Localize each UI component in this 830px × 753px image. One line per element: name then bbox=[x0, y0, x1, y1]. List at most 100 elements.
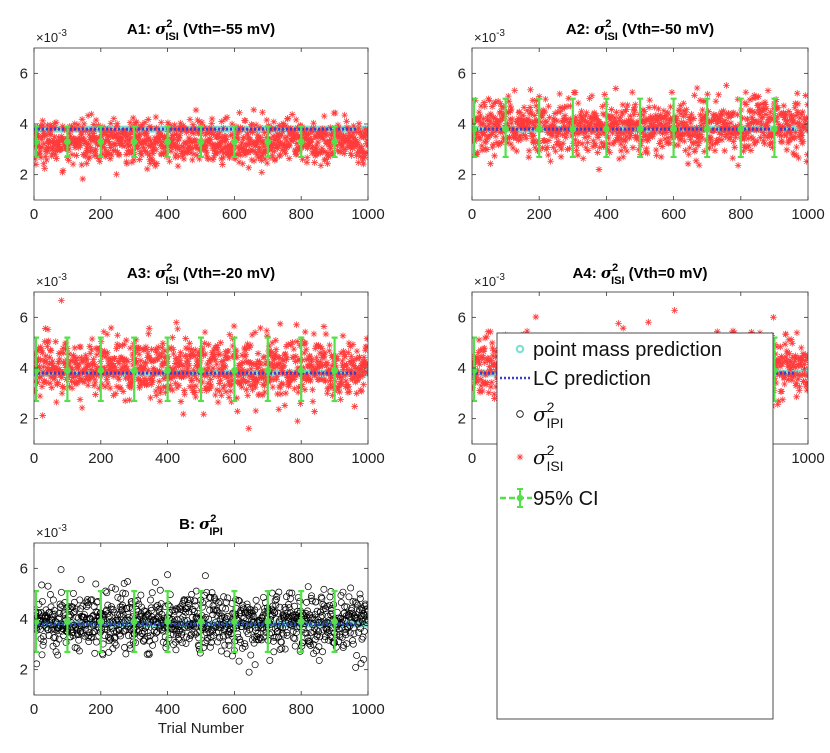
isi-point bbox=[61, 360, 69, 367]
isi-point bbox=[70, 352, 77, 359]
isi-point bbox=[249, 129, 256, 136]
isi-point bbox=[61, 369, 68, 377]
ci-center bbox=[703, 125, 711, 133]
isi-point bbox=[769, 144, 776, 151]
ipi-point bbox=[253, 603, 261, 611]
isi-point bbox=[309, 143, 316, 151]
isi-point bbox=[655, 105, 662, 113]
isi-point bbox=[359, 368, 366, 376]
isi-point bbox=[520, 104, 528, 111]
isi-point bbox=[631, 101, 639, 108]
ci-center bbox=[502, 125, 509, 133]
isi-point bbox=[699, 106, 706, 114]
isi-point bbox=[185, 345, 192, 352]
ipi-point bbox=[84, 633, 92, 641]
ipi-point bbox=[115, 626, 123, 634]
isi-point bbox=[112, 363, 119, 371]
isi-point bbox=[95, 155, 103, 162]
isi-point bbox=[133, 145, 141, 152]
isi-point bbox=[46, 379, 54, 387]
isi-point bbox=[34, 347, 42, 355]
panel-title: A1: σ2 ISI (Vth=-55 mV) bbox=[127, 18, 275, 43]
ci-center bbox=[331, 367, 338, 374]
isi-point bbox=[119, 388, 127, 395]
isi-point bbox=[292, 116, 300, 124]
isi-point bbox=[740, 142, 748, 150]
isi-point bbox=[177, 398, 185, 405]
isi-point bbox=[105, 133, 113, 140]
isi-point bbox=[228, 381, 236, 388]
isi-point bbox=[227, 132, 235, 139]
isi-point bbox=[793, 393, 800, 401]
isi-point bbox=[640, 111, 647, 119]
isi-point bbox=[512, 128, 520, 136]
isi-point bbox=[496, 117, 504, 125]
y-tick-label: 4 bbox=[20, 360, 28, 377]
isi-point bbox=[69, 125, 76, 132]
isi-point bbox=[658, 143, 666, 150]
isi-point bbox=[40, 128, 47, 136]
isi-point bbox=[82, 351, 90, 359]
isi-point bbox=[53, 367, 61, 374]
isi-point bbox=[363, 131, 368, 139]
ipi-point bbox=[81, 622, 89, 630]
isi-point bbox=[116, 342, 123, 350]
isi-point bbox=[48, 152, 56, 160]
ipi-point bbox=[119, 610, 127, 618]
isi-point bbox=[208, 120, 215, 127]
isi-point bbox=[209, 364, 217, 372]
isi-point bbox=[364, 126, 368, 134]
isi-point bbox=[613, 108, 620, 116]
isi-point bbox=[189, 121, 197, 128]
isi-point bbox=[182, 344, 190, 352]
isi-point bbox=[713, 120, 721, 128]
isi-point bbox=[47, 121, 54, 129]
ipi-point bbox=[260, 593, 267, 601]
isi-point bbox=[619, 101, 627, 109]
isi-point bbox=[791, 104, 799, 112]
isi-point bbox=[72, 125, 80, 132]
ipi-point bbox=[114, 611, 121, 619]
isi-point bbox=[174, 325, 181, 333]
isi-point bbox=[349, 341, 357, 348]
isi-point bbox=[589, 143, 597, 150]
isi-point bbox=[267, 376, 274, 384]
isi-point bbox=[291, 127, 298, 134]
isi-point bbox=[352, 365, 359, 372]
isi-point bbox=[346, 343, 354, 350]
isi-point bbox=[350, 357, 357, 365]
isi-point bbox=[476, 360, 483, 368]
isi-point bbox=[208, 115, 216, 123]
isi-point bbox=[166, 157, 173, 165]
isi-point bbox=[614, 134, 622, 141]
ipi-point bbox=[240, 609, 248, 617]
isi-point bbox=[293, 140, 301, 147]
isi-point bbox=[504, 139, 512, 147]
isi-point bbox=[711, 147, 719, 154]
isi-point bbox=[244, 340, 251, 348]
isi-point bbox=[778, 360, 786, 368]
isi-point bbox=[544, 151, 552, 159]
isi-point bbox=[339, 332, 347, 340]
ipi-point bbox=[244, 630, 252, 638]
isi-point bbox=[259, 108, 266, 116]
isi-point bbox=[117, 353, 125, 361]
isi-point bbox=[152, 387, 160, 395]
isi-point bbox=[87, 147, 94, 155]
isi-point bbox=[56, 355, 64, 363]
isi-point bbox=[137, 379, 145, 387]
ipi-point bbox=[184, 604, 192, 612]
isi-point bbox=[139, 365, 146, 372]
isi-point bbox=[88, 147, 96, 154]
isi-point bbox=[329, 384, 337, 391]
isi-point bbox=[104, 380, 112, 388]
isi-point bbox=[641, 108, 649, 115]
isi-point bbox=[357, 129, 364, 137]
ipi-point bbox=[38, 597, 46, 605]
isi-point bbox=[54, 379, 62, 386]
isi-point bbox=[280, 121, 287, 129]
isi-point bbox=[216, 387, 224, 395]
isi-point bbox=[100, 139, 108, 147]
isi-point bbox=[608, 119, 616, 127]
